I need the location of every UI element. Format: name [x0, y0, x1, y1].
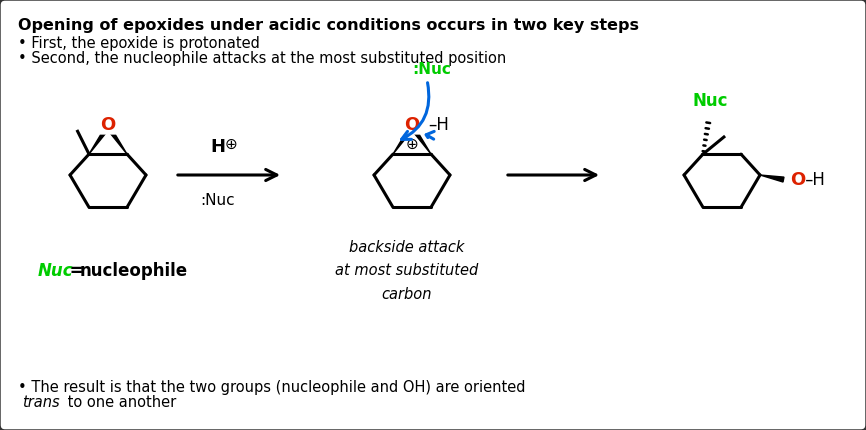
- Text: backside attack
at most substituted
carbon: backside attack at most substituted carb…: [335, 240, 479, 302]
- Polygon shape: [412, 129, 431, 154]
- FancyArrowPatch shape: [402, 83, 429, 139]
- Text: $\oplus$: $\oplus$: [224, 137, 237, 152]
- Polygon shape: [89, 129, 107, 154]
- Text: =: =: [64, 262, 89, 280]
- Polygon shape: [760, 175, 784, 182]
- Text: Nuc: Nuc: [38, 262, 74, 280]
- Text: • Second, the nucleophile attacks at the most substituted position: • Second, the nucleophile attacks at the…: [18, 51, 507, 66]
- Text: Nuc: Nuc: [693, 92, 728, 110]
- Text: to one another: to one another: [63, 395, 177, 410]
- FancyArrowPatch shape: [426, 132, 434, 139]
- Text: O: O: [404, 116, 420, 134]
- Text: H: H: [210, 138, 225, 156]
- Text: $\oplus$: $\oplus$: [405, 137, 418, 152]
- Text: trans: trans: [22, 395, 60, 410]
- Text: :Nuc: :Nuc: [412, 62, 451, 77]
- Text: –H: –H: [428, 116, 449, 134]
- Text: nucleophile: nucleophile: [80, 262, 188, 280]
- Text: • The result is that the two groups (nucleophile and OH) are oriented: • The result is that the two groups (nuc…: [18, 380, 526, 395]
- Polygon shape: [393, 129, 411, 154]
- Text: O: O: [791, 171, 805, 189]
- Text: • First, the epoxide is protonated: • First, the epoxide is protonated: [18, 36, 260, 51]
- Text: :Nuc: :Nuc: [201, 193, 236, 208]
- Polygon shape: [108, 129, 127, 154]
- Text: –H: –H: [805, 171, 825, 189]
- Text: Opening of epoxides under acidic conditions occurs in two key steps: Opening of epoxides under acidic conditi…: [18, 18, 639, 33]
- Text: O: O: [100, 116, 116, 134]
